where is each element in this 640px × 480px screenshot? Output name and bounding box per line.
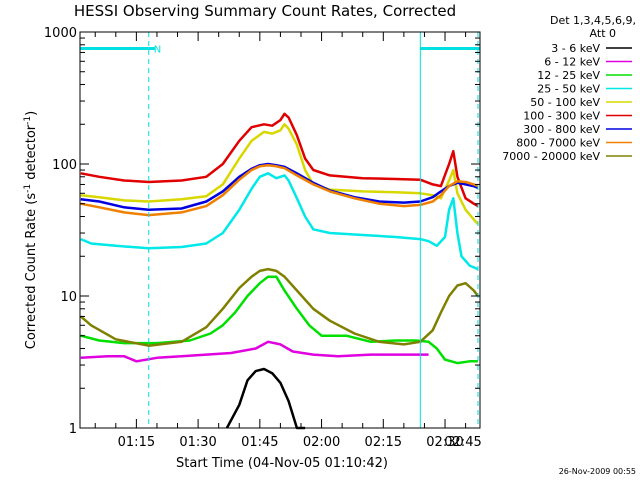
legend-label-7000-20000-kev: 7000 - 20000 keV bbox=[502, 150, 600, 163]
legend-label-100-300-kev: 100 - 300 keV bbox=[523, 110, 600, 123]
night-marker: N bbox=[154, 44, 161, 55]
legend-label-50-100-kev: 50 - 100 keV bbox=[530, 96, 600, 109]
series-line-800-7000-kev bbox=[80, 163, 479, 217]
x-tick-label: 01:45 bbox=[241, 435, 278, 450]
series-line-3-6-kev bbox=[225, 367, 306, 430]
x-tick-label: 01:30 bbox=[179, 435, 216, 450]
legend-label-6-12-kev: 6 - 12 keV bbox=[544, 56, 600, 69]
series-line-100-300-kev bbox=[80, 112, 479, 208]
legend-header-line-2: Att 0 bbox=[590, 27, 616, 40]
series-line-25-50-kev bbox=[80, 172, 479, 271]
legend-label-300-800-kev: 300 - 800 keV bbox=[523, 123, 600, 136]
x-tick-label: 02:00 bbox=[303, 435, 340, 450]
y-tick-label: 1 bbox=[69, 422, 77, 437]
y-tick-label: 1000 bbox=[44, 26, 77, 41]
legend-label-25-50-kev: 25 - 50 keV bbox=[537, 83, 600, 96]
y-tick-label: 10 bbox=[60, 290, 77, 305]
series-line-12-25-kev bbox=[80, 275, 478, 365]
series-line-7000-20000-kev bbox=[79, 267, 479, 347]
x-tick-label: 02:15 bbox=[365, 435, 402, 450]
x-tick-label: 02:45 bbox=[444, 435, 481, 450]
annotation-layer: N bbox=[80, 32, 480, 428]
series-layer bbox=[79, 112, 479, 430]
x-tick-label: 01:15 bbox=[118, 435, 155, 450]
series-line-300-800-kev bbox=[80, 162, 479, 212]
legend-label-800-7000-kev: 800 - 7000 keV bbox=[516, 137, 600, 150]
y-axis: 1 10 100 1000 bbox=[44, 26, 480, 437]
y-axis-label: Corrected Count Rate (s-1 detector-1) bbox=[23, 111, 39, 349]
x-axis-label: Start Time (04-Nov-05 01:10:42) bbox=[176, 456, 388, 471]
legend-label-3-6-kev: 3 - 6 keV bbox=[551, 42, 600, 55]
legend-header-line-1: Det 1,3,4,5,6,9, bbox=[550, 14, 636, 27]
series-line-50-100-kev bbox=[80, 123, 479, 226]
x-tick-label: 02:30 bbox=[426, 435, 463, 450]
y-tick-label: 100 bbox=[52, 158, 77, 173]
legend-label-12-25-kev: 12 - 25 keV bbox=[537, 69, 600, 82]
chart-title: HESSI Observing Summary Count Rates, Cor… bbox=[74, 2, 456, 20]
timestamp: 26-Nov-2009 00:55 bbox=[559, 467, 636, 476]
series-line-6-12-kev bbox=[80, 340, 429, 363]
